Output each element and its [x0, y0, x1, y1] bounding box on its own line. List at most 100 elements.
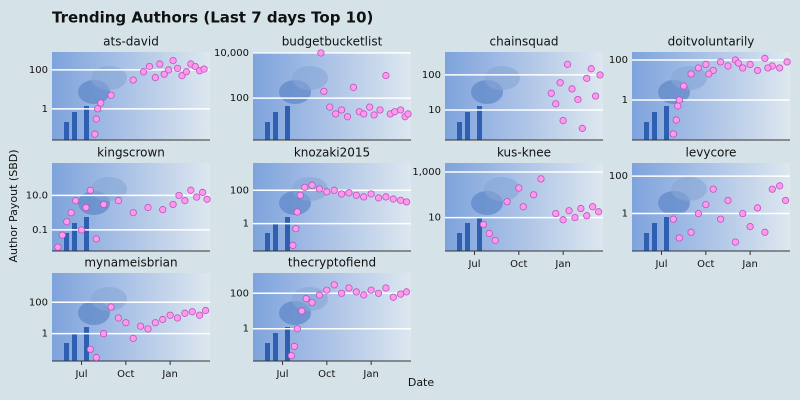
- point: [58, 231, 66, 239]
- point: [694, 209, 703, 218]
- y-tick-label: 100: [422, 70, 441, 81]
- point: [187, 186, 195, 194]
- x-tick-label: Jan: [362, 369, 378, 380]
- point: [129, 209, 137, 217]
- point: [139, 68, 148, 76]
- x-tick-label: Jan: [554, 259, 570, 270]
- panel-title: levycore: [686, 146, 737, 160]
- x-tick-label: Oct: [510, 259, 527, 270]
- y-tick-label: 100: [609, 55, 628, 66]
- point: [675, 234, 683, 242]
- smokestack: [84, 327, 89, 361]
- point: [67, 209, 75, 217]
- smokestack: [84, 217, 89, 251]
- point: [82, 203, 90, 212]
- panel-title: budgetbucketlist: [282, 35, 383, 49]
- point: [145, 62, 154, 71]
- point: [669, 215, 677, 223]
- point: [768, 185, 776, 193]
- point: [86, 186, 94, 194]
- point: [594, 208, 603, 216]
- smokestack: [273, 223, 278, 251]
- point: [389, 195, 397, 203]
- point: [343, 113, 352, 121]
- smokestack: [477, 106, 482, 140]
- point: [326, 103, 334, 111]
- point: [583, 74, 591, 82]
- point: [709, 185, 717, 193]
- smoke: [671, 177, 707, 201]
- point: [376, 106, 384, 114]
- x-tick-label: Jan: [161, 369, 177, 380]
- point: [702, 60, 710, 69]
- chart-title: Trending Authors (Last 7 days Top 10): [52, 9, 373, 27]
- point: [705, 70, 713, 78]
- point: [315, 185, 324, 193]
- point: [352, 288, 360, 296]
- point: [290, 342, 298, 351]
- point: [345, 284, 353, 292]
- point: [753, 66, 762, 75]
- x-tick-label: Jul: [275, 369, 288, 380]
- point: [54, 243, 62, 251]
- point: [308, 181, 316, 189]
- point: [92, 353, 100, 362]
- point: [552, 209, 560, 218]
- panel-title: thecryptofiend: [288, 256, 376, 270]
- point: [529, 191, 538, 199]
- y-tick-label: 100: [29, 297, 48, 308]
- point: [107, 303, 115, 311]
- panel-title: mynameisbrian: [84, 256, 177, 270]
- point: [675, 96, 683, 104]
- point: [293, 208, 301, 216]
- point: [320, 87, 328, 95]
- point: [746, 223, 754, 231]
- point: [563, 60, 572, 68]
- x-tick-label: Oct: [117, 369, 134, 380]
- panel: kus-knee 10 1,000 Jul Oct Jan: [412, 146, 603, 270]
- y-tick-label: 1: [622, 95, 628, 106]
- point: [734, 59, 742, 67]
- panel: budgetbucketlist 100 10,000: [214, 35, 412, 141]
- point: [479, 220, 487, 229]
- point: [515, 184, 523, 192]
- smokestack: [477, 217, 482, 251]
- y-tick-label: 1: [42, 329, 48, 340]
- point: [739, 64, 747, 72]
- y-tick-label: 0.1: [32, 225, 48, 236]
- y-tick-label: 10.0: [26, 190, 48, 201]
- x-tick-label: Jul: [467, 259, 480, 270]
- point: [724, 62, 732, 70]
- point: [574, 95, 582, 104]
- point: [382, 71, 390, 80]
- point: [349, 83, 358, 91]
- point: [97, 99, 105, 107]
- point: [317, 49, 325, 57]
- smokestack: [285, 106, 290, 140]
- point: [702, 201, 710, 209]
- point: [188, 308, 196, 316]
- point: [753, 204, 762, 212]
- panel-background: [632, 52, 790, 140]
- smoke: [91, 177, 127, 201]
- panel-title: ats-david: [103, 35, 159, 49]
- point: [716, 215, 725, 223]
- point: [193, 193, 201, 201]
- point: [100, 330, 108, 338]
- point: [537, 175, 545, 183]
- point: [674, 102, 682, 110]
- smokestack: [285, 217, 290, 251]
- point: [397, 290, 405, 298]
- point: [308, 298, 316, 307]
- point: [694, 64, 703, 72]
- point: [382, 193, 390, 201]
- point: [568, 85, 576, 93]
- point: [166, 311, 174, 319]
- smokestack: [265, 343, 270, 361]
- point: [151, 74, 159, 82]
- point: [389, 293, 397, 301]
- point: [169, 200, 177, 209]
- panel: kingscrown 0.1 10.0: [26, 146, 211, 252]
- y-tick-label: 100: [609, 171, 628, 182]
- smoke: [484, 66, 520, 90]
